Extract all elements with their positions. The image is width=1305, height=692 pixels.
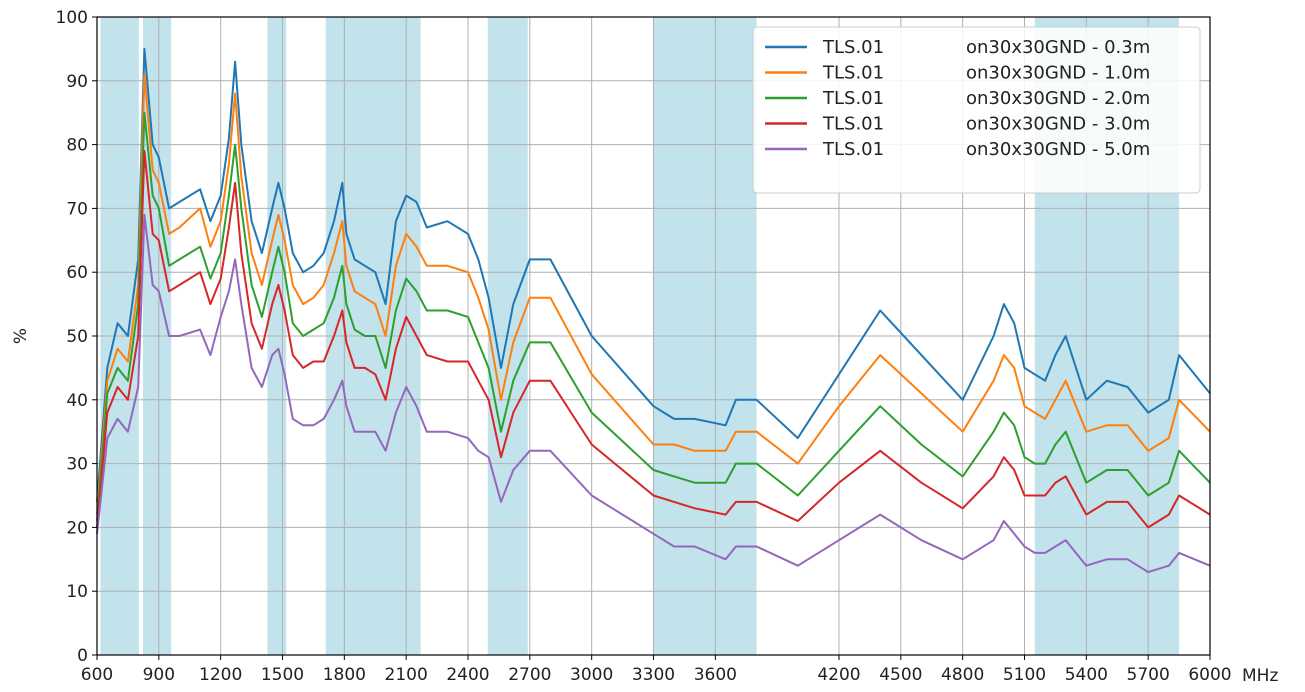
legend-name-3: TLS.01 [822,114,884,135]
series-line-1 [96,73,1211,515]
x-tick-label-2: 1200 [199,665,242,685]
x-tick-label-14: 5100 [1003,665,1046,685]
x-tick-label-3: 1500 [261,665,304,685]
series-line-3 [96,150,1211,529]
y-tick-label-6: 60 [66,263,88,283]
legend-suffix-2: on30x30GND - 2.0m [966,88,1150,109]
legend-box [752,26,1201,194]
y-tick-label-3: 30 [66,455,88,475]
x-tick-label-6: 2400 [446,665,489,685]
y-tick-label-8: 80 [66,136,88,156]
y-tick-label-9: 90 [66,72,88,92]
x-tick-label-11: 4200 [817,665,860,685]
x-tick-label-5: 2100 [385,665,428,685]
y-tick-label-2: 20 [66,518,88,538]
legend-suffix-1: on30x30GND - 1.0m [966,63,1150,84]
x-axis-unit: MHz [1242,666,1278,686]
x-tick-label-12: 4500 [879,665,922,685]
x-tick-label-10: 3600 [694,665,737,685]
x-tick-label-4: 1800 [323,665,366,685]
x-tick-label-7: 2700 [508,665,551,685]
y-tick-label-5: 50 [66,327,88,347]
x-axis-ticks: 600 900 1200 1500 1800 2100 2400 2700 3000 3300 36… [81,655,1232,685]
series-line-2 [96,111,1211,522]
x-tick-label-9: 3300 [632,665,675,685]
series-line-4 [96,213,1211,574]
y-tick-label-7: 70 [66,199,88,219]
x-tick-label-1: 900 [143,665,175,685]
y-tick-label-10: 100 [56,8,88,28]
y-tick-label-4: 40 [66,391,88,411]
x-tick-label-15: 5400 [1065,665,1108,685]
legend-name-2: TLS.01 [822,88,884,109]
legend-suffix-0: on30x30GND - 0.3m [966,37,1150,58]
legend: TLS.01 on30x30GND - 0.3m TLS.01 on30x30GND … [752,26,1201,194]
legend-suffix-3: on30x30GND - 3.0m [966,114,1150,135]
legend-name-1: TLS.01 [822,63,884,84]
series-line-0 [96,47,1211,502]
x-tick-label-13: 4800 [941,665,984,685]
x-tick-label-0: 600 [81,665,113,685]
series-lines [96,47,1211,574]
x-tick-label-8: 3000 [570,665,613,685]
x-tick-label-17: 6000 [1188,665,1231,685]
y-axis-ticks: 0 10 20 30 40 50 60 70 80 90 100 [56,8,97,666]
y-tick-label-0: 0 [77,646,88,666]
legend-name-4: TLS.01 [822,139,884,160]
x-tick-label-16: 5700 [1127,665,1170,685]
y-tick-label-1: 10 [66,582,88,602]
legend-suffix-4: on30x30GND - 5.0m [966,139,1150,160]
y-axis-label: % [11,328,31,344]
legend-name-0: TLS.01 [822,37,884,58]
